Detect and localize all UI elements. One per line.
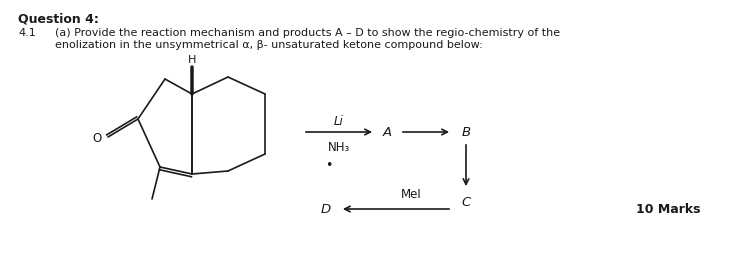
Text: C: C <box>461 196 471 209</box>
Text: MeI: MeI <box>400 187 422 200</box>
Text: D: D <box>321 203 332 216</box>
Text: O: O <box>93 131 102 144</box>
Text: H: H <box>188 55 196 65</box>
Text: Li: Li <box>334 115 344 128</box>
Text: NH₃: NH₃ <box>328 140 350 153</box>
Text: B: B <box>461 126 470 139</box>
Text: (a) Provide the reaction mechanism and products A – D to show the regio-chemistr: (a) Provide the reaction mechanism and p… <box>55 28 560 38</box>
Text: Question 4:: Question 4: <box>18 12 99 25</box>
Text: 4.1: 4.1 <box>18 28 36 38</box>
Text: A: A <box>382 126 392 139</box>
Text: •: • <box>326 158 333 171</box>
Text: 10 Marks: 10 Marks <box>635 203 700 216</box>
Text: enolization in the unsymmetrical α, β- unsaturated ketone compound below:: enolization in the unsymmetrical α, β- u… <box>55 40 483 50</box>
